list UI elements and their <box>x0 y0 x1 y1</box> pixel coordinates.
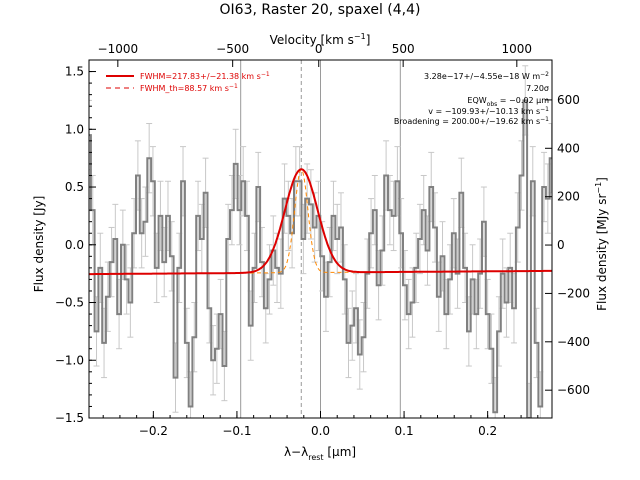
data-histogram <box>89 99 552 418</box>
annotation-sigma: 7.20σ <box>526 84 549 93</box>
x-tick-label: 0.0 <box>311 424 330 438</box>
right-tick-label: −200 <box>557 286 590 300</box>
y-tick-label: 0.5 <box>65 180 84 194</box>
legend: FWHM=217.83+/−21.38 km s−1 FWHM_th=88.57… <box>106 71 270 93</box>
y-tick-label: −1.0 <box>55 353 84 367</box>
y-tick-label: −0.5 <box>55 296 84 310</box>
x-tick-label: −0.1 <box>222 424 251 438</box>
top-tick-label: 1000 <box>502 42 533 56</box>
annotation-broadening: Broadening = 200.00+/−19.62 km s−1 <box>394 116 549 126</box>
y-tick-label: 1.5 <box>65 65 84 79</box>
chart-title: OI63, Raster 20, spaxel (4,4) <box>220 2 421 18</box>
right-tick-label: 600 <box>557 93 580 107</box>
y-axis-label-right: Flux density [MJy sr−1] <box>594 177 609 311</box>
legend-label-fwhm-th: FWHM_th=88.57 km s−1 <box>140 83 238 93</box>
top-tick-label: −1000 <box>98 42 139 56</box>
top-tick-label: −500 <box>216 42 249 56</box>
right-tick-label: −600 <box>557 383 590 397</box>
annotation-eqw: EQWobs = −0.02 μm <box>467 96 549 108</box>
y-axis-label-left: Flux density [Jy] <box>32 196 46 293</box>
x-tick-label: −0.2 <box>139 424 168 438</box>
right-tick-label: 400 <box>557 141 580 155</box>
right-tick-label: 200 <box>557 190 580 204</box>
x-tick-label: 0.1 <box>395 424 414 438</box>
annotation-velocity: v = −109.93+/−10.13 km s−1 <box>428 106 549 116</box>
top-tick-label: 500 <box>392 42 415 56</box>
legend-label-fwhm: FWHM=217.83+/−21.38 km s−1 <box>140 71 270 81</box>
fit-annotations: 3.28e−17+/−4.55e−18 W m−2 7.20σ EQWobs =… <box>394 71 549 126</box>
x-tick-label: 0.2 <box>478 424 497 438</box>
top-tick-label: 0 <box>315 42 323 56</box>
top-axis-label: Velocity [km s−1] <box>270 32 371 47</box>
y-tick-label: −1.5 <box>55 411 84 425</box>
right-tick-label: 0 <box>557 238 565 252</box>
annotation-flux: 3.28e−17+/−4.55e−18 W m−2 <box>424 71 549 81</box>
y-tick-label: 1.0 <box>65 122 84 136</box>
x-axis-label: λ−λrest [μm] <box>284 445 356 462</box>
gaussian-fit <box>89 168 552 276</box>
right-tick-label: −400 <box>557 335 590 349</box>
y-tick-label: 0.0 <box>65 238 84 252</box>
